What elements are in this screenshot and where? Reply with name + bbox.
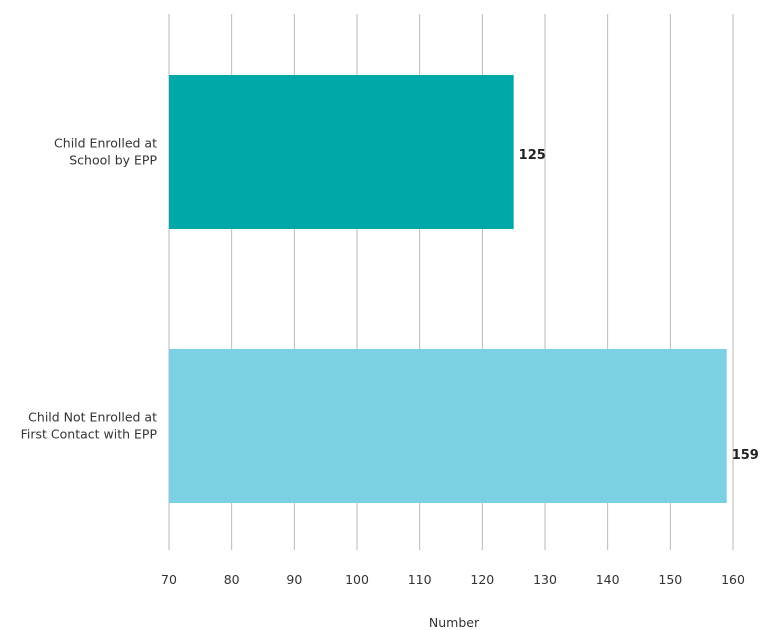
x-tick-label: 130: [533, 572, 557, 587]
x-tick-label: 70: [161, 572, 177, 587]
bar-1: [169, 75, 514, 229]
x-tick-label: 120: [470, 572, 494, 587]
bars: [169, 75, 727, 503]
category-label-line: School by EPP: [69, 153, 157, 168]
category-label: Child Not Enrolled at First Contact with …: [21, 410, 158, 442]
x-tick-label: 100: [345, 572, 369, 587]
category-label-line: Child Enrolled at: [54, 136, 157, 151]
x-tick-label: 110: [408, 572, 432, 587]
category-labels: Child Enrolled at School by EPP Child Not …: [21, 136, 158, 442]
x-tick-label: 80: [224, 572, 240, 587]
x-axis-tick-labels: 70 80 90 100 110 120 130 140 150 160: [161, 572, 745, 587]
category-label: Child Enrolled at School by EPP: [54, 136, 157, 168]
x-tick-label: 160: [721, 572, 745, 587]
x-tick-label: 140: [596, 572, 620, 587]
category-label-line: First Contact with EPP: [21, 427, 158, 442]
value-labels: 125 159: [519, 148, 759, 463]
data-label: 125: [519, 148, 546, 163]
x-tick-label: 90: [286, 572, 302, 587]
data-label: 159: [732, 448, 759, 463]
x-axis-title: Number: [429, 615, 480, 630]
bar-2: [169, 349, 727, 503]
category-label-line: Child Not Enrolled at: [28, 410, 157, 425]
x-tick-label: 150: [658, 572, 682, 587]
